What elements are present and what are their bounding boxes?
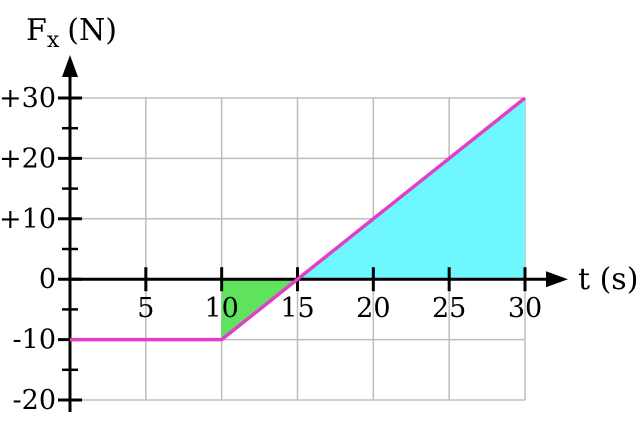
y-tick-label: +30 bbox=[0, 83, 56, 114]
y-tick-label: +20 bbox=[0, 143, 56, 174]
x-tick-label: 10 bbox=[204, 293, 238, 324]
y-axis-arrowhead bbox=[62, 55, 78, 77]
tick-labels: +30 +20 +10 0 -10 -20 5 10 15 20 25 30 bbox=[0, 83, 542, 416]
x-axis-arrowhead bbox=[546, 271, 568, 288]
y-axis-title-unit: (N) bbox=[67, 13, 117, 48]
x-tick-label: 30 bbox=[508, 293, 542, 324]
axes bbox=[58, 55, 568, 412]
y-axis-title-subscript: x bbox=[47, 28, 60, 53]
y-tick-label: 0 bbox=[39, 264, 56, 295]
y-tick-label: +10 bbox=[0, 204, 56, 235]
x-tick-label: 5 bbox=[137, 293, 154, 324]
x-axis-title: t (s) bbox=[578, 262, 638, 297]
y-tick-label: -20 bbox=[13, 385, 56, 416]
series bbox=[70, 96, 527, 342]
y-axis-title: Fx (N) bbox=[26, 13, 117, 53]
x-tick-label: 20 bbox=[356, 293, 390, 324]
y-tick-label: -10 bbox=[13, 325, 56, 356]
x-tick-label: 25 bbox=[432, 293, 466, 324]
y-axis-title-main: F bbox=[26, 13, 47, 48]
x-tick-label: 15 bbox=[280, 293, 314, 324]
force-line bbox=[70, 96, 527, 342]
